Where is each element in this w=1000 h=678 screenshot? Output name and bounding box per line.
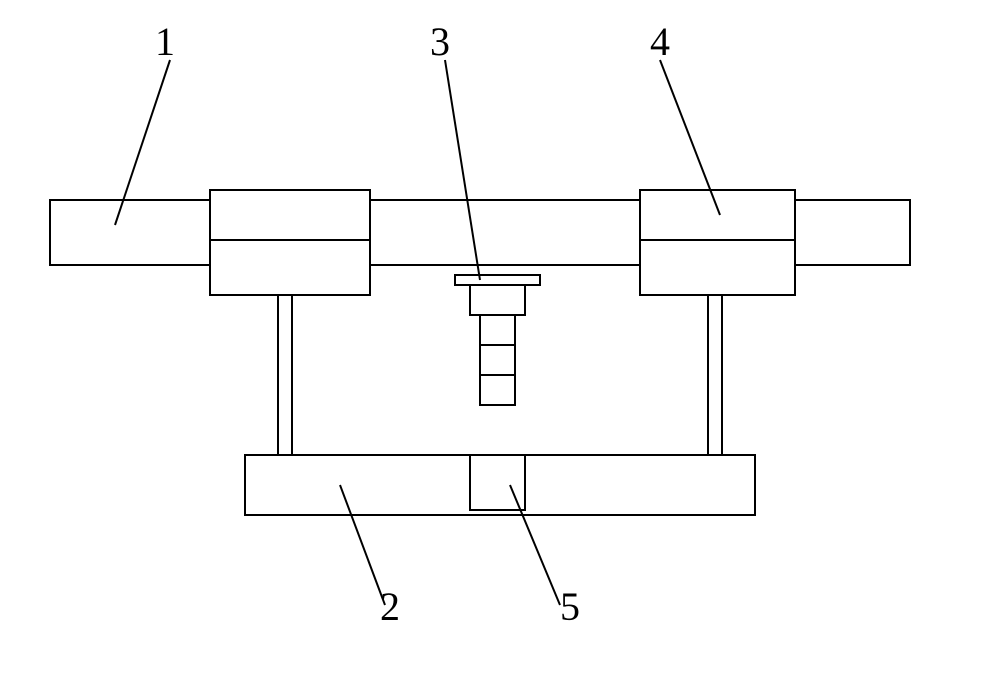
center-stem-1 [480, 315, 515, 345]
center-stem-3 [480, 375, 515, 405]
label-l5: 5 [560, 584, 580, 629]
label-l2: 2 [380, 584, 400, 629]
label-l3: 3 [430, 19, 450, 64]
mechanical-diagram: 1 3 4 2 5 [0, 0, 1000, 678]
left-block-top [210, 190, 370, 240]
right-block-top [640, 190, 795, 240]
center-neck [470, 285, 525, 315]
left-block-bottom [210, 240, 370, 295]
center-stem-2 [480, 345, 515, 375]
label-l4: 4 [650, 19, 670, 64]
right-block-bottom [640, 240, 795, 295]
label-l1: 1 [155, 19, 175, 64]
center-cap [455, 275, 540, 285]
